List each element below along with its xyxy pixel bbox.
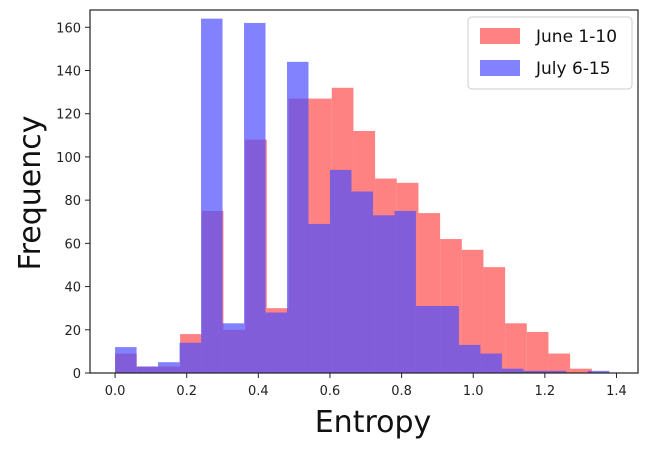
y-tick-label: 140	[56, 65, 81, 80]
bar-july	[136, 366, 159, 373]
x-tick-label: 0.4	[248, 384, 269, 399]
bar-july	[158, 362, 180, 373]
x-tick-label: 0.8	[391, 384, 412, 399]
bar-july	[480, 353, 502, 373]
bar-june	[526, 331, 549, 373]
x-tick-label: 1.0	[463, 384, 484, 399]
y-tick-label: 20	[64, 324, 81, 339]
x-tick-label: 1.2	[535, 384, 556, 399]
bar-june	[483, 267, 506, 373]
legend-label-june: June 1-10	[535, 27, 617, 47]
bar-july	[308, 223, 330, 373]
y-tick-label: 0	[73, 367, 81, 382]
bar-july	[286, 61, 309, 373]
y-tick-label: 60	[64, 237, 81, 252]
y-tick-label: 40	[64, 281, 81, 296]
bar-june	[548, 353, 571, 373]
y-tick-label: 80	[64, 194, 81, 209]
x-tick-label: 1.4	[606, 384, 627, 399]
plot-frame	[89, 9, 639, 374]
bar-july	[179, 342, 202, 373]
bar-july	[394, 210, 416, 373]
bar-july	[501, 368, 524, 373]
y-tick-label: 160	[56, 21, 81, 36]
legend-label-july: July 6-15	[535, 59, 611, 79]
x-tick-label: 0.2	[176, 384, 197, 399]
bar-july	[244, 22, 266, 373]
bar-july	[458, 344, 481, 373]
x-tick-label: 0.6	[320, 384, 341, 399]
bar-july	[222, 323, 245, 373]
legend-swatch-july	[480, 60, 520, 76]
bar-july	[587, 370, 610, 373]
x-tick-label: 0.0	[105, 384, 126, 399]
x-axis-label: Entropy	[315, 405, 432, 440]
bar-july	[523, 370, 545, 373]
bar-july	[351, 191, 373, 373]
bar-july	[265, 312, 287, 373]
y-tick-label: 100	[56, 151, 81, 166]
bar-july	[329, 169, 352, 373]
bar-june	[505, 323, 527, 373]
bar-july	[437, 306, 459, 373]
bars-layer	[115, 18, 610, 374]
y-axis-label: Frequency	[13, 116, 48, 271]
bar-july	[372, 215, 395, 373]
bar-july	[115, 347, 137, 373]
axis-ticks: 0.0 0.2 0.4 0.6 0.8 1.0 1.2 1.4 0 20 40 60 80 100 120 1…	[56, 21, 627, 399]
legend-swatch-june	[480, 28, 520, 44]
bar-july	[201, 18, 223, 374]
y-tick-label: 120	[56, 108, 81, 123]
bar-june	[570, 368, 592, 373]
bar-july	[415, 306, 438, 373]
bar-june	[461, 249, 484, 373]
bar-july	[544, 370, 567, 373]
legend: June 1-10 July 6-15	[467, 16, 633, 90]
